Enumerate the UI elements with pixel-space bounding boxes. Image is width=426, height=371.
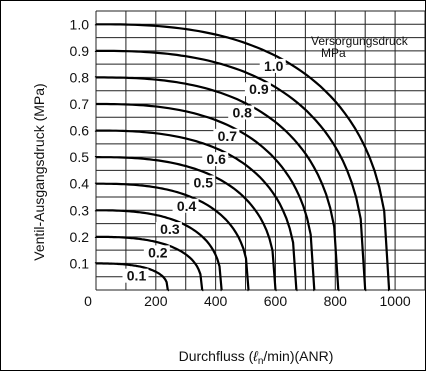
curve-0.3: [94, 209, 223, 292]
curve-0.1: [94, 262, 170, 292]
curve-label-0.7: 0.7: [218, 128, 238, 144]
x-tick-label: 0: [84, 293, 92, 309]
curve-label-0.8: 0.8: [232, 105, 252, 121]
curve-label-bg: [155, 222, 182, 237]
curve-labels: 0.10.2 0.3 0.4 0.5 0.6 0.7 0.8 0.9 1.0: [122, 58, 286, 284]
curve-label-bg: [244, 82, 271, 97]
annotation-line-2: MPa: [321, 46, 346, 60]
tick-labels: 0.10.20.30.40.50.60.70.80.91.00 200 400 600…: [70, 16, 411, 309]
curve-0.4: [94, 182, 250, 292]
curve-label-0.9: 0.9: [249, 81, 269, 97]
curve-0.2: [94, 235, 204, 292]
y-tick-label: 0.5: [70, 149, 90, 165]
x-tick-label: 400: [204, 293, 228, 309]
curve-0.6: [94, 129, 298, 292]
x-tick-label: 1000: [380, 293, 411, 309]
annotation-line-1: Versorgungsdruck: [311, 34, 409, 48]
y-tick-label: 0.4: [70, 176, 90, 192]
curve-label-0.1: 0.1: [127, 268, 147, 284]
y-tick-label: 0.6: [70, 123, 90, 139]
curve-label-bg: [259, 58, 286, 73]
y-tick-label: 0.1: [70, 255, 90, 271]
curve-label-bg: [189, 175, 216, 190]
curve-label-bg: [228, 105, 255, 120]
y-tick-label: 0.9: [70, 43, 90, 59]
curve-label-bg: [122, 268, 149, 283]
y-tick-label: 0.2: [70, 229, 90, 245]
curve-label-bg: [143, 245, 170, 260]
y-tick-label: 0.7: [70, 96, 90, 112]
x-tick-label: 800: [324, 293, 348, 309]
curve-label-bg: [172, 198, 199, 213]
curve-label-0.2: 0.2: [148, 244, 168, 260]
curve-label-0.3: 0.3: [160, 221, 180, 237]
curve-label-bg: [213, 128, 240, 143]
grid: [95, 10, 426, 291]
curve-label-bg: [202, 152, 229, 167]
curve-0.8: [94, 76, 340, 292]
y-tick-label: 0.8: [70, 69, 90, 85]
curve-label-0.6: 0.6: [207, 151, 227, 167]
curve-label-1.0: 1.0: [264, 58, 284, 74]
curve-label-0.5: 0.5: [194, 174, 214, 190]
x-tick-label: 600: [264, 293, 288, 309]
curve-label-0.4: 0.4: [177, 198, 197, 214]
curve-0.9: [94, 49, 367, 292]
y-axis-label: Ventil-Ausgangsdruck (MPa): [31, 83, 47, 260]
y-tick-label: 1.0: [70, 16, 90, 32]
curve-0.7: [96, 102, 316, 292]
y-tick-label: 0.3: [70, 202, 90, 218]
x-axis-label: Durchfluss (ℓn/min)(ANR): [179, 348, 334, 367]
x-tick-label: 200: [144, 293, 168, 309]
curve-0.5: [94, 156, 277, 292]
curves: [94, 23, 391, 292]
curve-1.0: [94, 23, 391, 292]
